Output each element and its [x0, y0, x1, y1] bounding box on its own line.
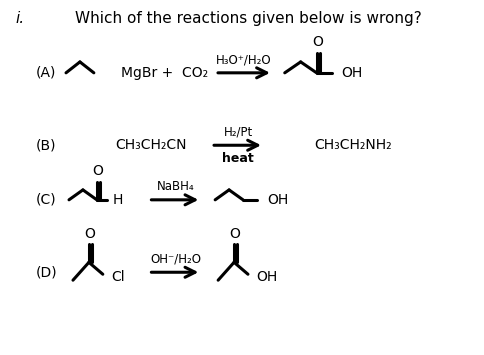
Text: MgBr +  CO₂: MgBr + CO₂	[121, 66, 208, 80]
Text: Cl: Cl	[110, 270, 124, 284]
Text: O: O	[229, 226, 240, 240]
Text: (A): (A)	[36, 66, 57, 80]
Text: H₂/Pt: H₂/Pt	[223, 126, 252, 139]
Text: OH⁻/H₂O: OH⁻/H₂O	[150, 253, 200, 266]
Text: i.: i.	[15, 11, 24, 26]
Text: H: H	[112, 193, 123, 207]
Text: heat: heat	[222, 152, 254, 165]
Text: O: O	[92, 164, 103, 178]
Text: O: O	[84, 226, 95, 240]
Text: (B): (B)	[36, 138, 57, 152]
Text: (C): (C)	[36, 193, 57, 207]
Text: CH₃CH₂CN: CH₃CH₂CN	[116, 138, 187, 152]
Text: OH: OH	[266, 193, 287, 207]
Text: OH: OH	[256, 270, 276, 284]
Text: OH: OH	[341, 66, 362, 80]
Text: Which of the reactions given below is wrong?: Which of the reactions given below is wr…	[75, 11, 421, 26]
Text: (D): (D)	[36, 265, 58, 279]
Text: CH₃CH₂NH₂: CH₃CH₂NH₂	[314, 138, 392, 152]
Text: O: O	[312, 35, 322, 49]
Text: NaBH₄: NaBH₄	[156, 180, 194, 193]
Text: H₃O⁺/H₂O: H₃O⁺/H₂O	[216, 53, 271, 66]
